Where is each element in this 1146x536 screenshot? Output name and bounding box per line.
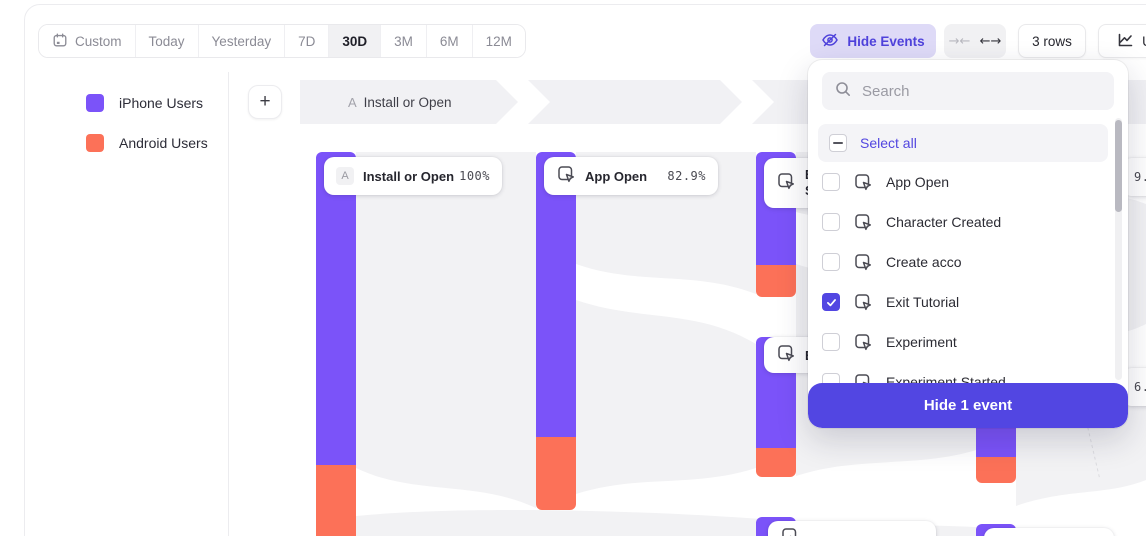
date-range-12m[interactable]: 12M <box>471 25 525 57</box>
click-event-icon <box>776 343 796 368</box>
date-range-7d[interactable]: 7D <box>284 25 329 57</box>
date-range-3m[interactable]: 3M <box>380 25 426 57</box>
hide-events-label: Hide Events <box>847 33 925 49</box>
date-range-6m[interactable]: 6M <box>425 25 472 57</box>
step-card-partial-bottom-right[interactable] <box>984 528 1114 536</box>
event-list-item[interactable]: App Open <box>808 162 1128 202</box>
click-event-icon <box>776 171 796 196</box>
click-event-icon <box>556 164 576 189</box>
width-toggle-group: →← ←→ <box>944 24 1006 58</box>
collapse-columns-button[interactable]: →← <box>944 24 975 58</box>
bar-step1-iphone[interactable] <box>316 152 356 465</box>
event-list-item[interactable]: Character Created <box>808 202 1128 242</box>
line-chart-icon <box>1116 31 1134 52</box>
click-event-icon <box>780 526 800 536</box>
legend-item[interactable]: Android Users <box>86 132 208 154</box>
step-card-value: 100% <box>459 169 490 183</box>
step-banner-segment-a[interactable]: A Install or Open <box>300 80 518 124</box>
scrollbar-thumb[interactable] <box>1115 120 1122 212</box>
chart-view-label: U <box>1142 34 1146 49</box>
bar-step1-android[interactable] <box>316 465 356 536</box>
step-card-partial-bottom-left[interactable] <box>768 521 936 536</box>
click-event-icon <box>853 332 873 352</box>
step-card-value: 6.7% <box>1134 380 1146 394</box>
step-banner-segment-b[interactable] <box>528 80 742 124</box>
step-card-value: 9.7% <box>1134 170 1146 184</box>
rows-count-button[interactable]: 3 rows <box>1018 24 1086 58</box>
step-card-name: Install or Open <box>363 168 455 184</box>
event-list-item[interactable]: Exit Tutorial <box>808 282 1128 322</box>
date-range-custom[interactable]: Custom <box>39 25 135 57</box>
event-list-item[interactable]: Experiment <box>808 322 1128 362</box>
step-prefix: A <box>348 94 357 110</box>
date-range-30d[interactable]: 30D <box>328 25 381 57</box>
legend-divider <box>228 72 229 536</box>
select-all-row[interactable]: Select all <box>818 124 1108 162</box>
checkbox-unchecked[interactable] <box>822 253 840 271</box>
search-input[interactable] <box>862 82 1102 100</box>
legend-item[interactable]: iPhone Users <box>86 92 208 114</box>
checkbox-unchecked[interactable] <box>822 333 840 351</box>
search-box <box>822 72 1114 110</box>
bar-step2-android[interactable] <box>536 437 576 510</box>
event-label: Experiment <box>886 334 957 350</box>
date-range-group: Custom Today Yesterday 7D 30D 3M 6M 12M <box>38 24 526 58</box>
step-card-install-or-open[interactable]: A Install or Open 100% <box>324 157 502 195</box>
checkbox-unchecked[interactable] <box>822 213 840 231</box>
event-label: Exit Tutorial <box>886 294 960 310</box>
legend-swatch <box>86 134 104 152</box>
select-all-checkbox[interactable] <box>829 134 847 152</box>
scrollbar-track[interactable] <box>1115 118 1122 380</box>
legend-swatch <box>86 94 104 112</box>
step-card-name: App Open <box>585 168 648 184</box>
step-letter-badge: A <box>336 167 354 185</box>
bar-step2-iphone[interactable] <box>536 152 576 437</box>
click-event-icon <box>853 212 873 232</box>
add-step-button[interactable]: + <box>248 85 282 119</box>
event-list-item[interactable]: Create acco <box>808 242 1128 282</box>
bar-step3a-android[interactable] <box>756 265 796 297</box>
series-legend: iPhone Users Android Users <box>86 92 208 172</box>
hide-selected-events-button[interactable]: Hide 1 event <box>808 383 1128 428</box>
click-event-icon <box>853 292 873 312</box>
date-range-yesterday[interactable]: Yesterday <box>197 25 285 57</box>
eye-off-icon <box>821 31 839 52</box>
step-name: Install or Open <box>363 94 452 110</box>
click-event-icon <box>853 252 873 272</box>
bar-step4a-android[interactable] <box>976 457 1016 483</box>
click-event-icon <box>853 172 873 192</box>
rows-count-label: 3 rows <box>1032 33 1072 49</box>
select-all-label: Select all <box>860 135 917 151</box>
checkbox-unchecked[interactable] <box>822 173 840 191</box>
checkbox-checked[interactable] <box>822 293 840 311</box>
bar-step3b-android[interactable] <box>756 448 796 477</box>
legend-label: Android Users <box>119 135 208 151</box>
step-card-value: 82.9% <box>667 169 706 183</box>
event-label: Character Created <box>886 214 1002 230</box>
hide-events-dropdown: Select all App Open Character Created Crea… <box>808 60 1128 428</box>
event-label: App Open <box>886 174 950 190</box>
step-card-app-open[interactable]: App Open 82.9% <box>544 157 718 195</box>
chart-view-button[interactable]: U <box>1098 24 1146 58</box>
event-label: Create acco <box>886 254 962 270</box>
legend-label: iPhone Users <box>119 95 204 111</box>
expand-columns-button[interactable]: ←→ <box>975 24 1006 58</box>
search-icon <box>834 80 852 103</box>
date-range-today[interactable]: Today <box>134 25 198 57</box>
hide-events-button[interactable]: Hide Events <box>810 24 936 58</box>
calendar-icon <box>52 32 68 51</box>
